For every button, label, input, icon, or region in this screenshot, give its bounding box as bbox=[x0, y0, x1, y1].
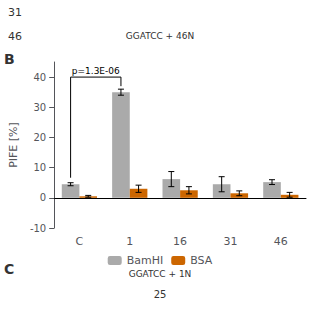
svg-text:-10: -10 bbox=[30, 223, 46, 234]
svg-text:BSA: BSA bbox=[190, 254, 213, 267]
svg-text:30: 30 bbox=[33, 102, 46, 113]
svg-text:B: B bbox=[4, 51, 15, 67]
svg-text:GGATCC + 46N: GGATCC + 46N bbox=[126, 31, 194, 41]
svg-text:31: 31 bbox=[223, 235, 237, 248]
svg-text:10: 10 bbox=[33, 162, 46, 173]
svg-text:C: C bbox=[76, 235, 84, 248]
svg-text:20: 20 bbox=[33, 132, 46, 143]
svg-text:31: 31 bbox=[8, 6, 22, 19]
svg-text:40: 40 bbox=[33, 72, 46, 83]
svg-text:p=1.3E-06: p=1.3E-06 bbox=[72, 66, 120, 76]
svg-text:PIFE [%]: PIFE [%] bbox=[7, 122, 20, 168]
svg-text:46: 46 bbox=[8, 30, 22, 43]
svg-text:16: 16 bbox=[173, 235, 187, 248]
svg-text:46: 46 bbox=[274, 235, 288, 248]
svg-text:C: C bbox=[4, 261, 14, 277]
svg-text:25: 25 bbox=[154, 289, 167, 300]
svg-text:GGATCC + 1N: GGATCC + 1N bbox=[129, 269, 192, 279]
svg-text:1: 1 bbox=[126, 235, 133, 248]
svg-text:0: 0 bbox=[40, 192, 46, 203]
svg-text:BamHI: BamHI bbox=[127, 254, 164, 267]
